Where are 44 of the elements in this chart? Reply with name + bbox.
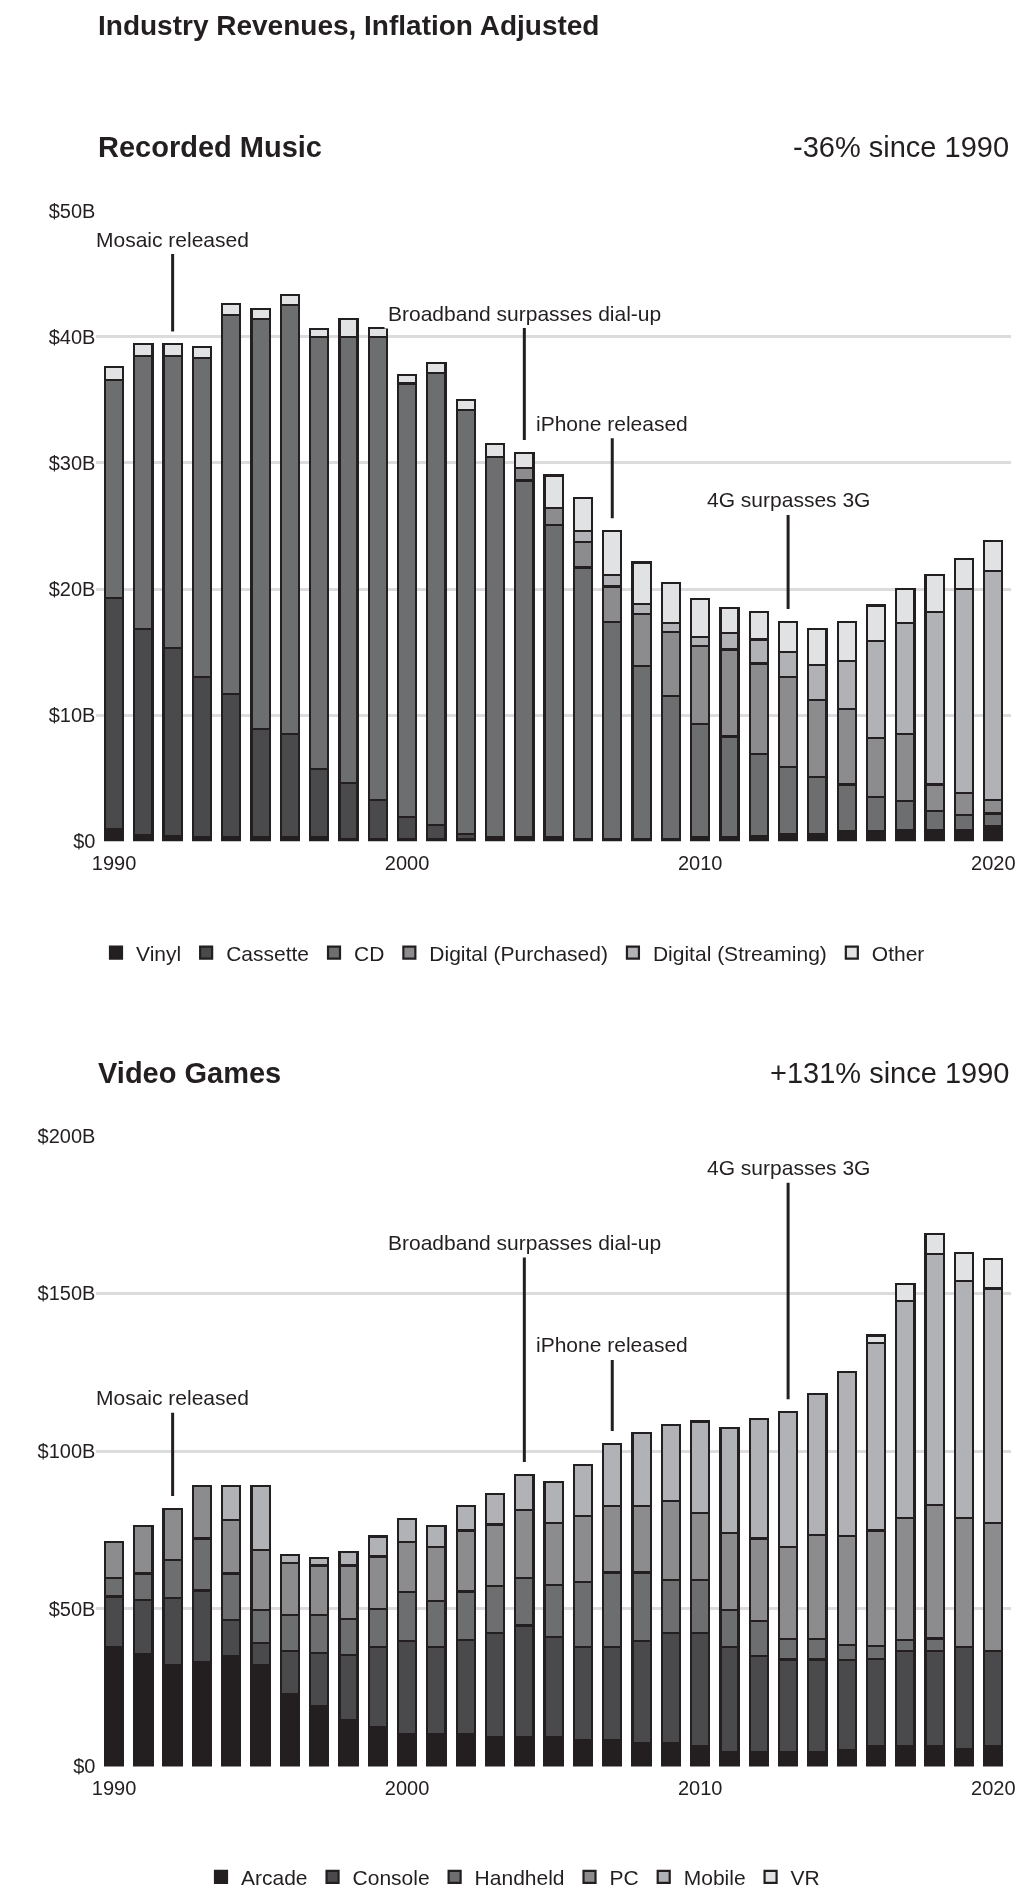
legend-label: Digital (Purchased) xyxy=(429,941,608,965)
y-tick-label: $150B xyxy=(37,1282,96,1305)
y-tick-label: $20B xyxy=(48,578,96,601)
legend-label: Mobile xyxy=(683,1865,746,1889)
chart-title: Video Games xyxy=(98,1057,282,1089)
x-tick-label: 1990 xyxy=(91,852,137,875)
x-tick-label: 2010 xyxy=(677,852,723,875)
annotation: Mosaic released xyxy=(96,228,249,251)
text: Industry Revenues, Inflation Adjusted xyxy=(98,10,600,41)
legend-label: Vinyl xyxy=(136,941,182,965)
legend-label: Console xyxy=(352,1865,430,1889)
annotation: iPhone released xyxy=(536,412,688,435)
annotation: iPhone released xyxy=(536,1333,688,1356)
x-tick-label: 2000 xyxy=(384,852,430,875)
x-tick-label: 2020 xyxy=(971,1777,1016,1800)
annotation: Broadband surpasses dial-up xyxy=(388,1231,662,1254)
x-tick-label: 2020 xyxy=(971,852,1016,875)
y-tick-label: $30B xyxy=(48,451,96,474)
legend-label: Other xyxy=(871,941,925,965)
y-tick-label: $50B xyxy=(48,1597,96,1620)
legend-label: VR xyxy=(790,1865,820,1889)
y-tick-label: $50B xyxy=(48,199,96,222)
y-tick-label: $100B xyxy=(37,1440,96,1463)
legend-label: Handheld xyxy=(474,1865,565,1889)
x-tick-label: 2000 xyxy=(384,1777,430,1800)
legend-label: Arcade xyxy=(241,1865,308,1889)
chart-subtitle: -36% since 1990 xyxy=(793,131,1010,163)
chart-title: Recorded Music xyxy=(98,131,322,163)
legend-label: CD xyxy=(354,941,385,965)
legend-label: PC xyxy=(609,1865,639,1889)
annotation: 4G surpasses 3G xyxy=(707,1156,871,1179)
x-tick-label: 2010 xyxy=(677,1777,723,1800)
y-tick-label: $0 xyxy=(73,830,96,853)
legend-label: Digital (Streaming) xyxy=(652,941,827,965)
chart-subtitle: +131% since 1990 xyxy=(770,1057,1010,1089)
y-tick-label: $40B xyxy=(48,325,96,348)
annotation: Broadband surpasses dial-up xyxy=(388,302,662,325)
y-tick-label: $200B xyxy=(37,1124,96,1147)
annotation: Mosaic released xyxy=(96,1386,249,1409)
x-tick-label: 1990 xyxy=(91,1777,137,1800)
y-tick-label: $0 xyxy=(73,1755,96,1778)
annotation: 4G surpasses 3G xyxy=(707,488,871,511)
y-tick-label: $10B xyxy=(48,704,96,727)
legend-label: Cassette xyxy=(226,941,310,965)
